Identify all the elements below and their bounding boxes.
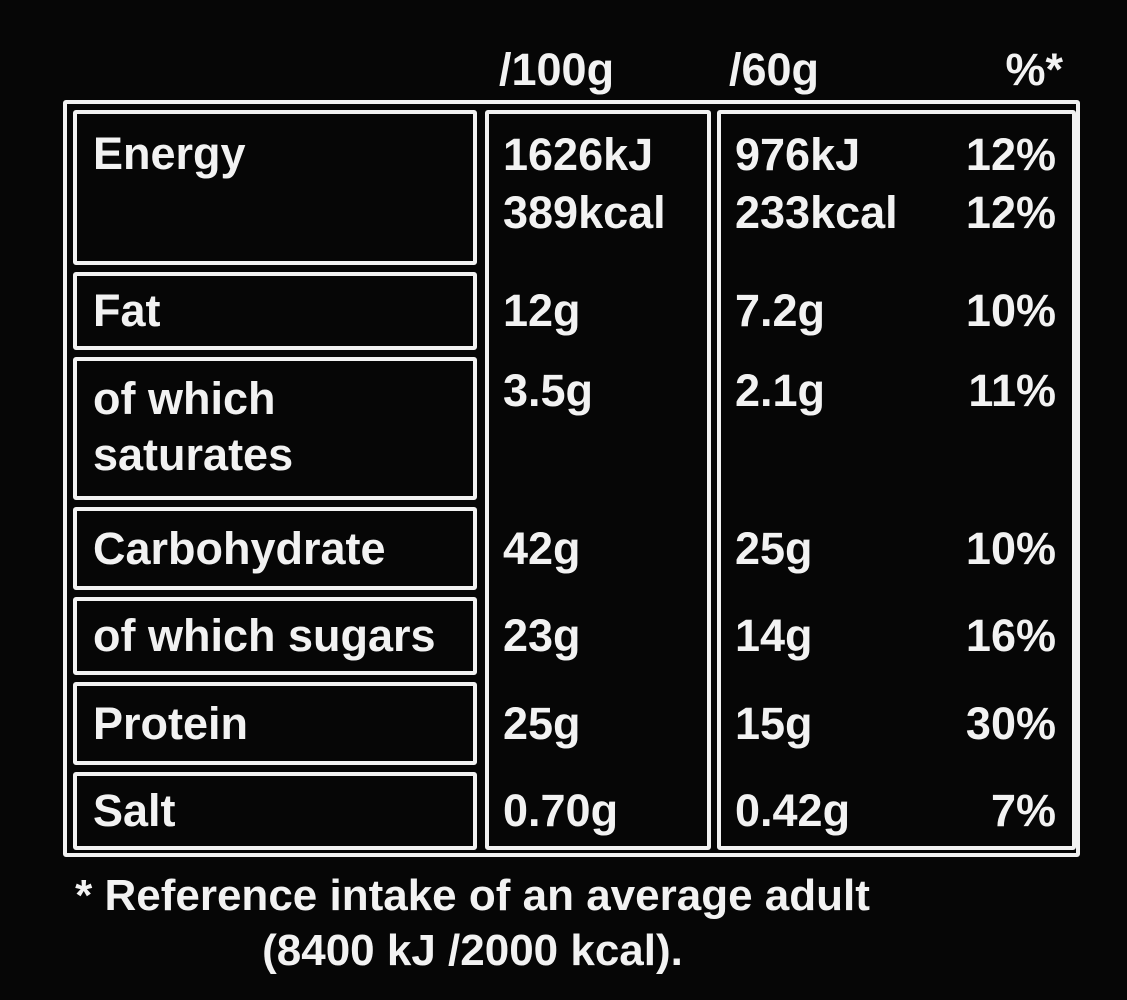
footnote-line-2: (8400 kJ /2000 kcal).: [262, 926, 683, 975]
per-60g-value: 2.1g: [735, 365, 826, 416]
row-label-text: Carbohydrate: [93, 522, 386, 574]
row-label-text: Protein: [93, 697, 249, 749]
per-60g-value: 0.42g: [735, 785, 851, 836]
row-label-text: Salt: [93, 785, 176, 836]
per-60g-value: 15g: [735, 697, 813, 749]
per-60g-protein: 15g 30%: [721, 682, 1072, 765]
per-60g-value: 14g: [735, 610, 813, 661]
per-100g-value: 42g: [503, 522, 581, 574]
per-100g-sugars: 23g: [489, 597, 707, 675]
row-label-saturates: of which saturates: [73, 357, 477, 500]
reference-intake-footnote: * Reference intake of an average adult (…: [0, 868, 945, 978]
per-100g-value: 12g: [503, 285, 581, 336]
row-label-text: of which saturates: [93, 373, 294, 480]
per-60g-value-kcal: 233kcal: [735, 187, 898, 238]
per-100g-energy: 1626kJ 389kcal: [489, 114, 707, 265]
footnote-line-1: * Reference intake of an average adult: [75, 871, 870, 920]
per-60g-carbohydrate: 25g 10%: [721, 507, 1072, 590]
column-header-per-100g: /100g: [499, 44, 615, 95]
per-100g-value: 1626kJ: [503, 129, 654, 180]
per-100g-carbohydrate: 42g: [489, 507, 707, 590]
row-label-salt: Salt: [73, 772, 477, 850]
row-label-protein: Protein: [73, 682, 477, 765]
row-label-text: Fat: [93, 285, 161, 336]
column-header-per-60g: /60g: [729, 44, 820, 95]
row-label-sugars: of which sugars: [73, 597, 477, 675]
per-100g-fat: 12g: [489, 272, 707, 350]
row-label-fat: Fat: [73, 272, 477, 350]
per-100g-value-kcal: 389kcal: [503, 187, 666, 238]
percent-value: 30%: [965, 697, 1056, 749]
per-60g-saturates: 2.1g 11%: [721, 357, 1072, 500]
per-60g-salt: 0.42g 7%: [721, 772, 1072, 850]
per-60g-sugars: 14g 16%: [721, 597, 1072, 675]
per-60g-energy: 976kJ 12% 233kcal 12%: [721, 114, 1072, 265]
per-100g-value: 0.70g: [503, 785, 619, 836]
percent-value: 7%: [990, 785, 1056, 836]
per-60g-value: 7.2g: [735, 285, 826, 336]
percent-value: 16%: [965, 610, 1056, 661]
per-60g-percent-column: 976kJ 12% 233kcal 12% 7.2g 10% 2.1g 11% 25…: [717, 110, 1076, 850]
percent-value: 11%: [968, 365, 1056, 416]
per-100g-saturates: 3.5g: [489, 357, 707, 500]
per-100g-column: 1626kJ 389kcal 12g 3.5g 42g 23g 25g 0.70…: [485, 110, 711, 850]
per-100g-protein: 25g: [489, 682, 707, 765]
per-60g-value: 25g: [735, 522, 813, 574]
per-100g-value: 23g: [503, 610, 581, 661]
per-60g-value: 976kJ: [735, 129, 861, 180]
row-label-energy: Energy: [73, 110, 477, 265]
row-label-text: Energy: [93, 128, 246, 179]
per-100g-value: 25g: [503, 697, 581, 749]
percent-value-kcal: 12%: [965, 187, 1056, 238]
per-100g-value: 3.5g: [503, 365, 594, 416]
per-100g-salt: 0.70g: [489, 772, 707, 850]
percent-value: 10%: [965, 522, 1056, 574]
nutrition-table: Energy Fat of which saturates Carbohydra…: [63, 100, 1080, 857]
percent-value: 10%: [965, 285, 1056, 336]
percent-value: 12%: [965, 129, 1056, 180]
per-60g-fat: 7.2g 10%: [721, 272, 1072, 350]
row-label-carbohydrate: Carbohydrate: [73, 507, 477, 590]
row-label-text: of which sugars: [93, 610, 436, 661]
column-header-percent: %*: [1005, 44, 1063, 95]
